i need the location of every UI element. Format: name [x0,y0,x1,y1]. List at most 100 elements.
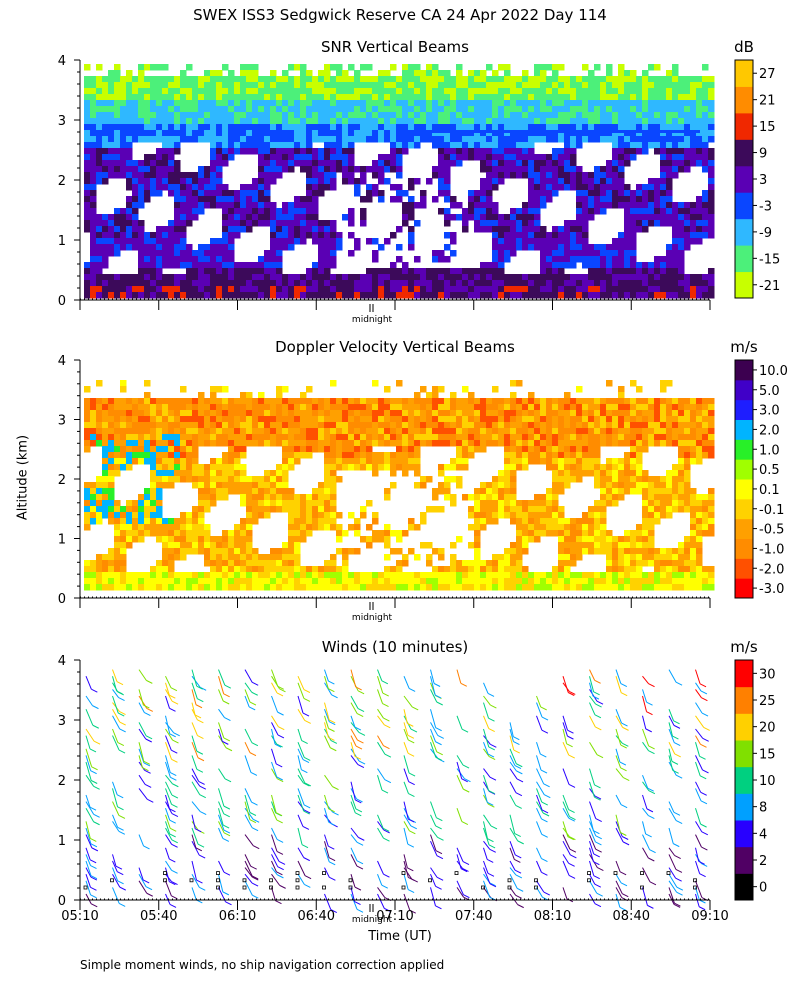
snr-cell [192,268,199,275]
snr-cell [264,124,271,131]
snr-cell [162,94,169,101]
snr-cell [630,256,637,263]
snr-cell [168,118,175,125]
snr-cell [150,76,157,83]
doppler-cell [120,506,127,513]
snr-cell [132,196,139,203]
doppler-cell [546,428,553,435]
snr-cell [666,256,673,263]
snr-cell [570,292,577,299]
doppler-cell [336,428,343,435]
doppler-cell [234,572,241,579]
snr-cell [480,214,487,221]
doppler-cell [222,482,229,489]
doppler-cell [546,494,553,501]
snr-cell [228,112,235,119]
snr-cell [354,280,361,287]
snr-cell [684,274,691,281]
snr-cell [480,118,487,125]
snr-cell [588,208,595,215]
snr-cell [384,82,391,89]
snr-cell [240,64,247,71]
snr-cell [570,76,577,83]
doppler-cell [120,524,127,531]
snr-cell [324,130,331,137]
snr-cell [276,94,283,101]
doppler-cell [162,428,169,435]
doppler-cell [450,572,457,579]
doppler-cell [336,566,343,573]
snr-cell [420,76,427,83]
snr-cell [492,112,499,119]
doppler-cell [258,440,265,447]
snr-cell [690,280,697,287]
doppler-cell [102,434,109,441]
snr-cell [510,172,517,179]
doppler-cell [276,428,283,435]
snr-cell [282,118,289,125]
snr-cell [594,280,601,287]
doppler-cell [168,542,175,549]
snr-cell [402,202,409,209]
snr-cell [552,148,559,155]
snr-cell [372,160,379,167]
doppler-cell [534,440,541,447]
doppler-cell [210,584,217,591]
doppler-cell [378,404,385,411]
snr-cell [414,178,421,185]
doppler-cell [354,428,361,435]
doppler-cell [528,578,535,585]
doppler-cell [174,422,181,429]
snr-cell [468,286,475,293]
snr-cell [330,94,337,101]
snr-cell [456,148,463,155]
snr-cell [660,112,667,119]
snr-cell [282,244,289,251]
snr-cell [168,226,175,233]
snr-cell [180,250,187,257]
snr-cell [432,136,439,143]
doppler-cell [294,518,301,525]
snr-cell [522,160,529,167]
snr-bright-layer [400,130,700,133]
doppler-cell [114,440,121,447]
doppler-cell [558,398,565,405]
snr-cell [474,76,481,83]
snr-cell [546,76,553,83]
snr-cell [636,76,643,83]
doppler-cell [216,578,223,585]
snr-cell [372,130,379,137]
snr-cell [492,70,499,77]
snr-cell [684,112,691,119]
snr-cell [174,286,181,293]
snr-cell [492,94,499,101]
doppler-cell [438,566,445,573]
snr-cell [300,226,307,233]
doppler-cell [198,530,205,537]
snr-cell [324,268,331,275]
snr-cell [330,250,337,257]
snr-cell [144,88,151,95]
doppler-cell [120,404,127,411]
doppler-cell [186,416,193,423]
snr-cell [156,280,163,287]
snr-cell [540,172,547,179]
doppler-cell [474,518,481,525]
doppler-cell [366,404,373,411]
snr-cell [204,274,211,281]
doppler-cell [90,572,97,579]
doppler-cell [84,416,91,423]
doppler-cell [540,524,547,531]
snr-cell [216,148,223,155]
snr-cell [360,220,367,227]
doppler-cell [300,410,307,417]
snr-cell [348,118,355,125]
snr-cell [294,292,301,299]
doppler-cell [516,398,523,405]
snr-cell [144,238,151,245]
snr-cell [630,136,637,143]
snr-cell [228,202,235,209]
snr-cell [120,76,127,83]
doppler-cell [114,524,121,531]
snr-cell [336,64,343,71]
